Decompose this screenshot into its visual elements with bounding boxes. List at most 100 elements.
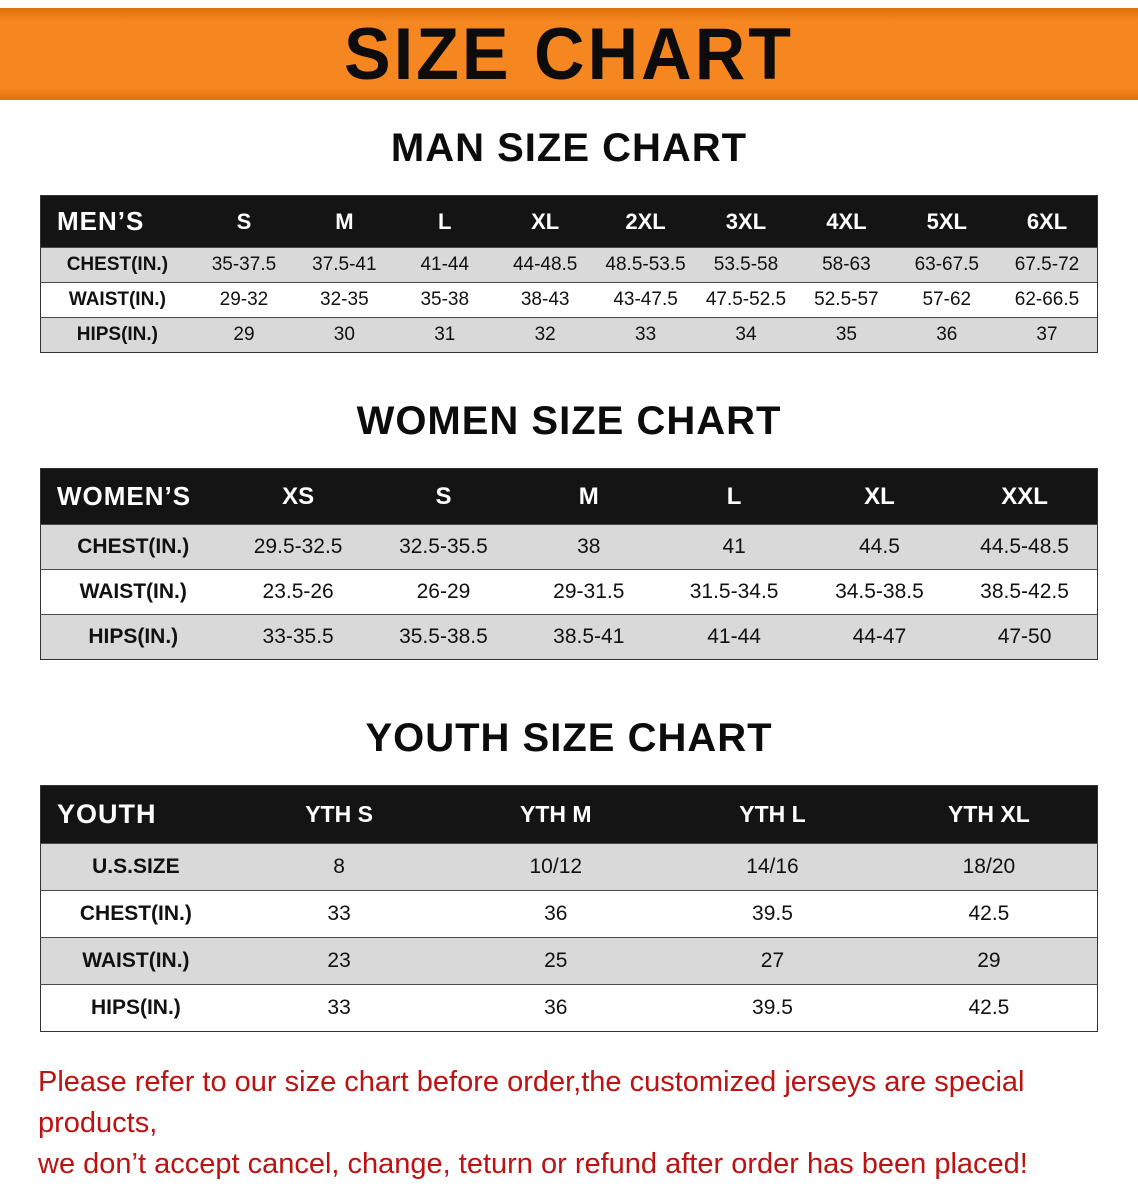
size-column-header: M xyxy=(516,468,662,525)
size-value-cell: 8 xyxy=(230,843,448,891)
youth-size-chart-heading: YOUTH SIZE CHART xyxy=(365,716,773,760)
size-column-header: 2XL xyxy=(595,195,696,248)
size-column-header: XL xyxy=(494,195,596,248)
table-row: HIPS(IN.) 29 30 31 32 33 34 35 36 37 xyxy=(40,317,1098,353)
size-column-header: L xyxy=(394,195,495,248)
size-value-cell: 42.5 xyxy=(880,890,1098,938)
man-size-table: MEN’S S M L XL 2XL 3XL 4XL 5XL 6XL CHEST(IN.) 35-37… xyxy=(40,195,1098,353)
table-row: HIPS(IN.) 33-35.5 35.5-38.5 38.5-41 41-44 44-… xyxy=(40,614,1098,660)
size-value-cell: 35-37.5 xyxy=(193,247,295,283)
size-value-cell: 52.5-57 xyxy=(796,282,897,318)
size-value-cell: 35 xyxy=(796,317,897,353)
man-size-section: MAN SIZE CHART MEN’S S M L XL 2XL 3XL 4XL 5XL 6XL… xyxy=(0,126,1138,353)
size-column-header: 5XL xyxy=(896,195,997,248)
size-column-header: 3XL xyxy=(695,195,797,248)
size-value-cell: 18/20 xyxy=(880,843,1098,891)
table-row: U.S.SIZE 8 10/12 14/16 18/20 xyxy=(40,843,1098,891)
size-value-cell: 32-35 xyxy=(294,282,395,318)
size-value-cell: 47.5-52.5 xyxy=(695,282,797,318)
size-chart-banner: SIZE CHART xyxy=(0,8,1138,100)
size-value-cell: 67.5-72 xyxy=(997,247,1098,283)
size-column-header: XXL xyxy=(952,468,1098,525)
youth-size-section: YOUTH SIZE CHART YOUTH YTH S YTH M YTH L YTH… xyxy=(0,716,1138,1032)
measurement-label: CHEST(IN.) xyxy=(40,890,231,938)
size-value-cell: 39.5 xyxy=(664,890,881,938)
size-value-cell: 38 xyxy=(516,524,662,570)
size-value-cell: 53.5-58 xyxy=(695,247,797,283)
size-value-cell: 48.5-53.5 xyxy=(595,247,696,283)
measurement-label: WAIST(IN.) xyxy=(40,569,226,615)
size-column-header: XS xyxy=(225,468,371,525)
size-value-cell: 44.5 xyxy=(806,524,953,570)
size-value-cell: 31 xyxy=(394,317,495,353)
size-value-cell: 33 xyxy=(230,984,448,1032)
size-column-header: YTH XL xyxy=(880,785,1098,844)
footer-disclaimer: Please refer to our size chart before or… xyxy=(38,1062,1100,1186)
size-value-cell: 35.5-38.5 xyxy=(370,614,517,660)
size-value-cell: 23.5-26 xyxy=(225,569,371,615)
table-header-row: YOUTH YTH S YTH M YTH L YTH XL xyxy=(40,785,1098,844)
size-value-cell: 29 xyxy=(193,317,295,353)
measurement-label: U.S.SIZE xyxy=(40,843,231,891)
man-size-chart-heading: MAN SIZE CHART xyxy=(390,126,748,170)
size-value-cell: 36 xyxy=(896,317,997,353)
size-value-cell: 38.5-42.5 xyxy=(952,569,1098,615)
size-column-header: S xyxy=(193,195,295,248)
size-value-cell: 33 xyxy=(595,317,696,353)
size-value-cell: 32.5-35.5 xyxy=(370,524,517,570)
table-corner-label: WOMEN’S xyxy=(40,468,226,525)
youth-size-table: YOUTH YTH S YTH M YTH L YTH XL U.S.SIZE 8 10/12… xyxy=(40,785,1098,1032)
size-value-cell: 34.5-38.5 xyxy=(806,569,953,615)
size-value-cell: 41 xyxy=(661,524,807,570)
table-header-row: MEN’S S M L XL 2XL 3XL 4XL 5XL 6XL xyxy=(40,195,1098,248)
measurement-label: WAIST(IN.) xyxy=(40,937,231,985)
size-value-cell: 57-62 xyxy=(896,282,997,318)
size-column-header: L xyxy=(661,468,807,525)
size-value-cell: 47-50 xyxy=(952,614,1098,660)
table-row: HIPS(IN.) 33 36 39.5 42.5 xyxy=(40,984,1098,1032)
size-value-cell: 44-48.5 xyxy=(494,247,596,283)
size-value-cell: 23 xyxy=(230,937,448,985)
size-value-cell: 30 xyxy=(294,317,395,353)
table-row: CHEST(IN.) 29.5-32.5 32.5-35.5 38 41 44.5 44.5… xyxy=(40,524,1098,570)
table-row: WAIST(IN.) 23.5-26 26-29 29-31.5 31.5-34.5 34… xyxy=(40,569,1098,615)
size-value-cell: 42.5 xyxy=(880,984,1098,1032)
page-title: SIZE CHART xyxy=(344,13,794,95)
size-value-cell: 33-35.5 xyxy=(225,614,371,660)
size-value-cell: 25 xyxy=(447,937,665,985)
size-value-cell: 44.5-48.5 xyxy=(952,524,1098,570)
size-value-cell: 29 xyxy=(880,937,1098,985)
size-value-cell: 36 xyxy=(447,984,665,1032)
measurement-label: HIPS(IN.) xyxy=(40,614,226,660)
size-value-cell: 31.5-34.5 xyxy=(661,569,807,615)
measurement-label: CHEST(IN.) xyxy=(40,247,194,283)
size-value-cell: 32 xyxy=(494,317,596,353)
size-column-header: S xyxy=(370,468,517,525)
table-header-row: WOMEN’S XS S M L XL XXL xyxy=(40,468,1098,525)
disclaimer-line-1: Please refer to our size chart before or… xyxy=(38,1066,1025,1140)
table-corner-label: YOUTH xyxy=(40,785,231,844)
size-value-cell: 29-32 xyxy=(193,282,295,318)
size-value-cell: 29.5-32.5 xyxy=(225,524,371,570)
size-column-header: 6XL xyxy=(997,195,1098,248)
measurement-label: HIPS(IN.) xyxy=(40,317,194,353)
size-value-cell: 39.5 xyxy=(664,984,881,1032)
size-value-cell: 14/16 xyxy=(664,843,881,891)
size-value-cell: 58-63 xyxy=(796,247,897,283)
women-size-chart-heading: WOMEN SIZE CHART xyxy=(356,399,782,443)
size-value-cell: 35-38 xyxy=(394,282,495,318)
women-size-section: WOMEN SIZE CHART WOMEN’S XS S M L XL XXL CHEST(… xyxy=(0,399,1138,660)
size-column-header: YTH S xyxy=(230,785,448,844)
size-column-header: YTH M xyxy=(447,785,665,844)
size-value-cell: 36 xyxy=(447,890,665,938)
table-row: WAIST(IN.) 23 25 27 29 xyxy=(40,937,1098,985)
size-value-cell: 63-67.5 xyxy=(896,247,997,283)
size-value-cell: 43-47.5 xyxy=(595,282,696,318)
size-value-cell: 27 xyxy=(664,937,881,985)
measurement-label: HIPS(IN.) xyxy=(40,984,231,1032)
size-value-cell: 34 xyxy=(695,317,797,353)
table-row: WAIST(IN.) 29-32 32-35 35-38 38-43 43-47.5 47.… xyxy=(40,282,1098,318)
measurement-label: WAIST(IN.) xyxy=(40,282,194,318)
table-row: CHEST(IN.) 33 36 39.5 42.5 xyxy=(40,890,1098,938)
disclaimer-line-2: we don’t accept cancel, change, teturn o… xyxy=(38,1148,1028,1181)
